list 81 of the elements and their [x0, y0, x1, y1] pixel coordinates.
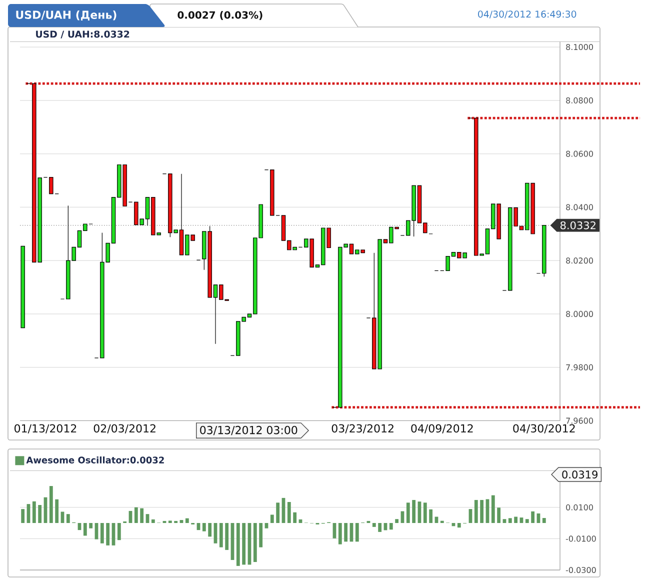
- bar: [219, 523, 223, 548]
- text: 0.0319: [562, 470, 598, 478]
- text: 04/30/2012 16:49:30: [478, 10, 576, 18]
- bar: [208, 523, 212, 537]
- bar: [140, 508, 144, 524]
- bar: [457, 523, 461, 528]
- bar: [180, 520, 184, 524]
- bar: [202, 523, 206, 532]
- bar: [168, 520, 172, 524]
- bar: [508, 518, 512, 524]
- chart-title: USD/UAH (День): [16, 10, 116, 21]
- bar: [38, 504, 42, 524]
- bar: [412, 500, 416, 524]
- bar: [60, 512, 64, 524]
- bar: [225, 523, 229, 550]
- bar: [497, 508, 501, 524]
- bar: [355, 523, 359, 542]
- bar: [151, 519, 155, 524]
- bar: [502, 519, 506, 524]
- x-tick-label: 04/09/2012: [411, 424, 473, 434]
- bar: [21, 509, 25, 524]
- y-tick-label: 8.0400: [566, 204, 593, 210]
- bar: [344, 523, 348, 542]
- bar: [474, 500, 478, 524]
- bar: [185, 518, 189, 524]
- bar: [378, 523, 382, 532]
- bar: [49, 486, 53, 524]
- bar: [514, 516, 518, 524]
- legend-label: Awesome Oscillator:0.0032: [26, 456, 164, 464]
- y-tick-label: 0.0100: [566, 504, 593, 510]
- bar: [440, 520, 444, 524]
- bar: [287, 502, 291, 524]
- y-tick-label: 8.0200: [566, 258, 593, 264]
- bar: [395, 519, 399, 524]
- bar: [406, 502, 410, 524]
- bar: [259, 523, 263, 548]
- bar: [66, 514, 70, 524]
- bar: [134, 507, 138, 524]
- candlestick: [20, 246, 25, 328]
- bar: [338, 523, 342, 544]
- bar: [531, 511, 535, 524]
- y-tick-label: 8.1000: [566, 44, 593, 50]
- bar: [236, 523, 240, 566]
- bar: [55, 499, 59, 524]
- bar: [276, 502, 280, 524]
- y-tick-label: 7.9600: [566, 418, 593, 424]
- bar: [89, 523, 93, 528]
- bar: [389, 523, 393, 530]
- bar: [264, 523, 268, 528]
- y-tick-label: 8.0800: [566, 97, 593, 104]
- text: 03/13/2012 03:00: [200, 426, 298, 436]
- x-tick-label: 02/03/2012: [94, 424, 156, 434]
- bar: [434, 516, 438, 524]
- bar: [117, 523, 121, 540]
- bar: [106, 523, 110, 546]
- y-tick-label: 8.0000: [566, 310, 593, 317]
- x-tick-label: 03/23/2012: [332, 424, 394, 434]
- x-tick-label: 01/13/2012: [14, 424, 76, 434]
- bar: [423, 502, 427, 524]
- ref-line-label: 8.0332: [560, 221, 596, 230]
- y-tick-label: -0.0100: [566, 536, 596, 542]
- bar: [480, 500, 484, 524]
- bar: [100, 523, 104, 544]
- y-tick-label: 7.9800: [566, 364, 593, 370]
- bar: [525, 519, 529, 524]
- bar: [293, 512, 297, 524]
- bar: [270, 514, 274, 524]
- bar: [429, 509, 433, 524]
- bar: [174, 520, 178, 524]
- bar: [491, 495, 495, 524]
- bar: [372, 523, 376, 527]
- y-tick-label: 8.0600: [566, 150, 593, 157]
- bar: [242, 523, 246, 565]
- bar: [542, 518, 546, 524]
- bar: [83, 523, 87, 536]
- bar: [32, 501, 36, 524]
- bar: [253, 523, 257, 562]
- y-tick-label: -0.0300: [566, 566, 596, 574]
- chart-subtitle: USD / UAH:8.0332: [36, 30, 130, 38]
- x-tick-label: 04/30/2012: [513, 424, 575, 434]
- text: 0.0027 (0.03%): [178, 11, 262, 20]
